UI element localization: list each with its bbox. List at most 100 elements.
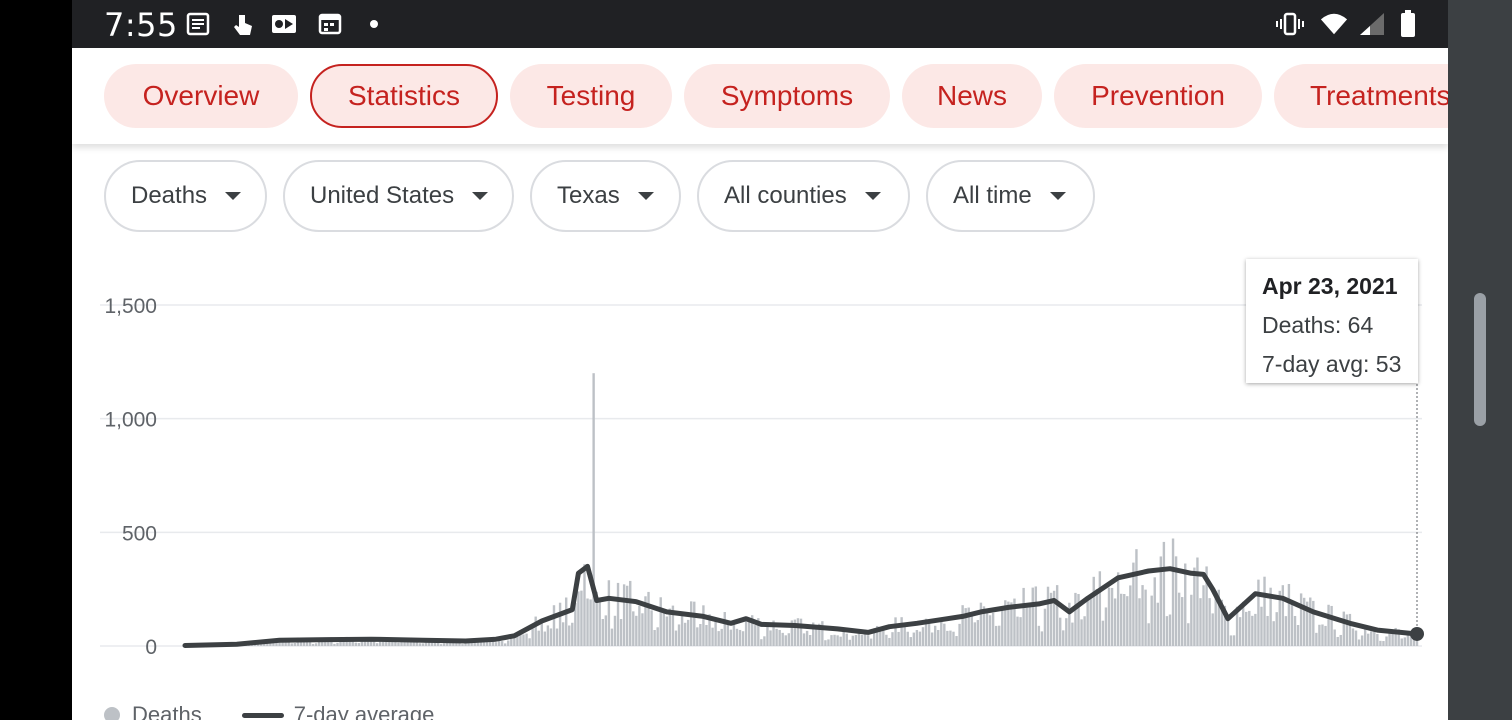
deaths-bar [1287, 583, 1291, 646]
deaths-bar [927, 620, 931, 646]
deaths-bar [1074, 592, 1077, 646]
deaths-bar [790, 620, 794, 646]
tab-testing[interactable]: Testing [510, 64, 672, 128]
deaths-bar [1385, 636, 1388, 646]
deaths-bar [918, 631, 922, 646]
deaths-bar [296, 641, 300, 646]
chevron-down-icon [1049, 192, 1066, 200]
deaths-bar [552, 605, 556, 646]
deaths-bar [723, 612, 726, 646]
deaths-bar [1275, 612, 1278, 646]
deaths-bar [1110, 587, 1114, 646]
deaths-bar [571, 622, 574, 646]
deaths-bar [872, 628, 876, 646]
deaths-bar [653, 630, 656, 646]
tab-statistics[interactable]: Statistics [310, 64, 498, 128]
deaths-bar [778, 630, 781, 646]
deaths-bar [1135, 549, 1138, 646]
deaths-bar [1101, 620, 1105, 646]
deaths-bar [757, 618, 760, 646]
deaths-bar [284, 641, 287, 646]
deaths-bar [1260, 606, 1263, 646]
deaths-bar [915, 630, 919, 646]
deaths-bar [1290, 602, 1294, 646]
deaths-bar [1367, 633, 1370, 646]
deaths-bar [629, 580, 632, 646]
tab-overview[interactable]: Overview [104, 64, 298, 128]
tab-news[interactable]: News [902, 64, 1042, 128]
deaths-bar [354, 642, 357, 646]
deaths-bar [1315, 632, 1318, 646]
deaths-bar [528, 638, 531, 646]
tab-symptoms[interactable]: Symptoms [684, 64, 890, 128]
deaths-bar [787, 633, 791, 646]
deaths-bar [1177, 592, 1181, 646]
filter-country[interactable]: United States [283, 160, 514, 232]
y-tick-label: 1,500 [104, 295, 157, 318]
deaths-bar [1254, 613, 1257, 646]
deaths-bar [1342, 611, 1346, 646]
deaths-bar [1266, 615, 1269, 646]
filter-state[interactable]: Texas [530, 160, 681, 232]
deaths-bar [805, 630, 809, 646]
deaths-bar [830, 635, 833, 646]
deaths-bar [644, 596, 647, 646]
deaths-bar [1217, 589, 1220, 646]
deaths-bar [1098, 571, 1102, 646]
tooltip-average: 7-day avg: 53 [1262, 351, 1402, 377]
calendar-icon [316, 10, 344, 38]
deaths-bar [1202, 585, 1205, 646]
deaths-bar [613, 615, 617, 646]
deaths-bar [827, 639, 830, 646]
deaths-bar [735, 628, 739, 646]
deaths-bar [1180, 597, 1184, 646]
deaths-bar [1357, 639, 1361, 646]
deaths-bar [912, 632, 916, 646]
deaths-bar [683, 622, 687, 646]
tab-prevention[interactable]: Prevention [1054, 64, 1262, 128]
deaths-bar [375, 643, 379, 646]
deaths-bar [763, 636, 766, 646]
deaths-bar [321, 639, 324, 646]
deaths-bar [1348, 613, 1352, 646]
deaths-bar [461, 644, 464, 646]
deaths-bar [522, 634, 525, 646]
deaths-bar [378, 641, 382, 646]
deaths-bar [671, 605, 675, 646]
deaths-bar [1238, 617, 1242, 646]
deaths-bar [1080, 619, 1083, 646]
filter-county[interactable]: All counties [697, 160, 910, 232]
deaths-bar [1345, 614, 1349, 646]
deaths-bar [534, 616, 537, 646]
deaths-bar [1162, 541, 1166, 646]
deaths-bar [537, 630, 540, 646]
deaths-bar [680, 616, 684, 646]
deaths-bar [882, 629, 885, 646]
deaths-bar [833, 634, 836, 646]
deaths-bar [1001, 606, 1004, 646]
deaths-bar [690, 601, 693, 646]
deaths-bar [1302, 597, 1306, 646]
deaths-bar [397, 642, 400, 646]
tab-treatments[interactable]: Treatments [1274, 64, 1448, 128]
deaths-bar [1171, 538, 1175, 646]
deaths-bar [564, 597, 568, 646]
filter-time-range[interactable]: All time [926, 160, 1095, 232]
deaths-bar [348, 639, 351, 646]
deaths-bar [1327, 604, 1330, 646]
deaths-bar [1126, 596, 1129, 646]
deaths-bar [549, 628, 553, 646]
deaths-bar [1004, 600, 1007, 646]
deaths-bar [781, 632, 784, 646]
deaths-bar [1065, 618, 1068, 646]
deaths-bar [290, 643, 293, 646]
deaths-bar [766, 623, 769, 646]
scrollbar-thumb[interactable] [1474, 293, 1486, 426]
deaths-bar [848, 639, 851, 646]
deaths-bar [1232, 635, 1236, 646]
filter-metric[interactable]: Deaths [104, 160, 267, 232]
battery-icon [1394, 10, 1422, 38]
deaths-bar [885, 634, 888, 646]
deaths-bar [811, 622, 815, 646]
